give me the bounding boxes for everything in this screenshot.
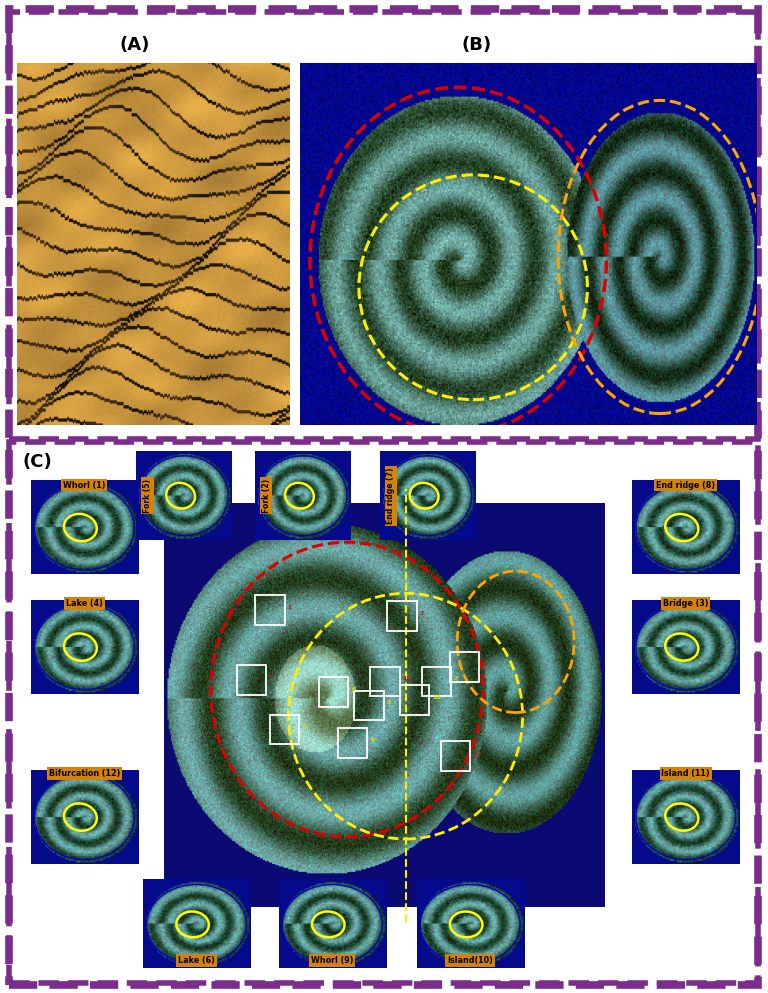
Text: Whorl (9): Whorl (9): [311, 956, 353, 965]
Bar: [31, 601, 138, 694]
Text: 2: 2: [419, 611, 424, 616]
Bar: [338, 728, 367, 758]
Text: End ridge (8): End ridge (8): [656, 481, 715, 490]
Text: Island(10): Island(10): [447, 956, 493, 965]
Text: 9: 9: [386, 700, 391, 705]
Text: Fork (2): Fork (2): [262, 479, 271, 512]
Text: 5: 5: [302, 724, 306, 729]
Bar: [31, 771, 138, 864]
Text: (B): (B): [461, 36, 492, 54]
Bar: [632, 601, 740, 694]
Text: Lake (6): Lake (6): [178, 956, 215, 965]
Text: 10: 10: [432, 695, 441, 700]
Text: 12: 12: [402, 676, 412, 681]
Text: 3: 3: [482, 662, 486, 667]
Bar: [400, 685, 429, 715]
Bar: [137, 452, 232, 540]
Text: 11: 11: [473, 751, 482, 756]
Text: 1: 1: [287, 605, 292, 610]
Text: Bridge (3): Bridge (3): [663, 599, 709, 608]
Text: 8: 8: [370, 738, 375, 743]
Text: Fork (5): Fork (5): [143, 479, 152, 512]
Text: Island (11): Island (11): [661, 769, 710, 779]
Bar: [255, 595, 285, 625]
Text: (C): (C): [23, 453, 52, 472]
Bar: [237, 665, 266, 695]
Bar: [422, 666, 451, 696]
Text: End ridge (7): End ridge (7): [386, 468, 396, 524]
Bar: [9, 442, 758, 983]
Text: Lake (4): Lake (4): [66, 599, 103, 608]
Bar: [319, 677, 349, 707]
Text: 4: 4: [270, 675, 273, 680]
Bar: [255, 452, 351, 540]
Bar: [279, 881, 386, 968]
Bar: [270, 715, 300, 745]
Bar: [370, 666, 400, 696]
Bar: [441, 741, 470, 771]
Bar: [380, 452, 475, 540]
Bar: [9, 12, 758, 439]
Bar: [143, 881, 250, 968]
Text: 6: 6: [351, 687, 356, 692]
Bar: [632, 481, 740, 574]
Text: Bifurcation (12): Bifurcation (12): [48, 769, 120, 779]
Text: Whorl (1): Whorl (1): [63, 481, 106, 490]
Bar: [387, 602, 416, 632]
Bar: [31, 481, 138, 574]
Text: 7: 7: [454, 676, 458, 681]
Bar: [416, 881, 524, 968]
Bar: [632, 771, 740, 864]
Text: (A): (A): [119, 36, 150, 54]
Bar: [354, 691, 384, 720]
Bar: [449, 652, 479, 682]
